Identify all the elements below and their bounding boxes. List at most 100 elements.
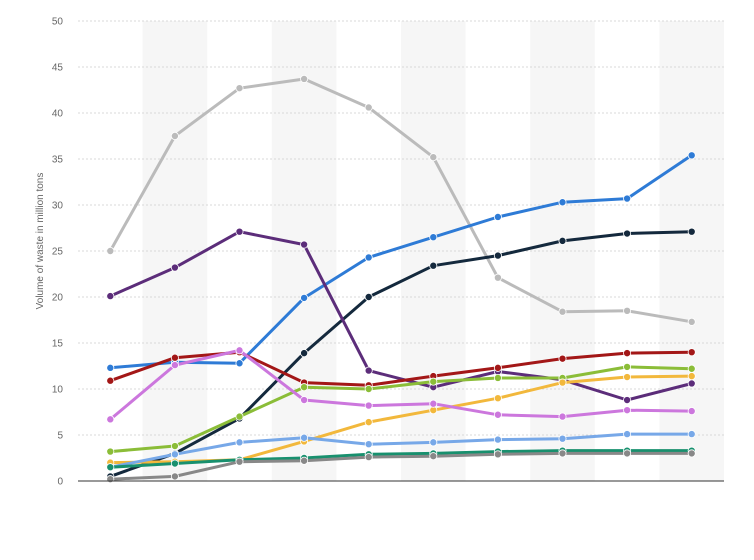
data-point[interactable] <box>170 442 179 451</box>
data-point[interactable] <box>623 449 632 458</box>
data-point[interactable] <box>364 292 373 301</box>
data-point[interactable] <box>235 359 244 368</box>
data-point[interactable] <box>558 354 567 363</box>
y-tick-label: 20 <box>52 293 64 304</box>
y-tick-label: 50 <box>52 17 64 28</box>
series-line <box>108 230 694 478</box>
data-point[interactable] <box>687 364 696 373</box>
data-point[interactable] <box>687 151 696 160</box>
data-point[interactable] <box>493 273 502 282</box>
y-tick-label: 40 <box>52 109 64 120</box>
data-point[interactable] <box>235 438 244 447</box>
data-point[interactable] <box>687 348 696 357</box>
data-point[interactable] <box>687 227 696 236</box>
data-point[interactable] <box>106 246 115 255</box>
data-point[interactable] <box>623 194 632 203</box>
y-axis-ticks: 0 5 10 15 20 25 30 35 40 45 50 <box>52 17 64 488</box>
data-point[interactable] <box>493 410 502 419</box>
series-line <box>108 348 694 421</box>
data-point[interactable] <box>300 396 309 405</box>
data-point[interactable] <box>493 212 502 221</box>
data-point[interactable] <box>106 292 115 301</box>
data-point[interactable] <box>170 450 179 459</box>
data-point[interactable] <box>364 453 373 462</box>
data-point[interactable] <box>623 229 632 238</box>
data-point[interactable] <box>235 457 244 466</box>
data-point[interactable] <box>170 361 179 370</box>
data-point[interactable] <box>364 103 373 112</box>
data-point[interactable] <box>106 447 115 456</box>
data-point[interactable] <box>429 377 438 386</box>
data-point[interactable] <box>493 450 502 459</box>
data-point[interactable] <box>235 412 244 421</box>
data-point[interactable] <box>623 430 632 439</box>
data-point[interactable] <box>364 384 373 393</box>
data-point[interactable] <box>106 463 115 472</box>
data-point[interactable] <box>300 456 309 465</box>
series-layer <box>106 74 696 484</box>
data-point[interactable] <box>300 349 309 358</box>
data-point[interactable] <box>429 261 438 270</box>
data-point[interactable] <box>623 373 632 382</box>
data-point[interactable] <box>429 438 438 447</box>
data-point[interactable] <box>170 263 179 272</box>
data-point[interactable] <box>687 379 696 388</box>
data-point[interactable] <box>623 406 632 415</box>
data-point[interactable] <box>170 459 179 468</box>
data-point[interactable] <box>429 452 438 461</box>
data-point[interactable] <box>364 401 373 410</box>
data-point[interactable] <box>300 433 309 442</box>
data-point[interactable] <box>106 475 115 484</box>
data-point[interactable] <box>558 378 567 387</box>
data-point[interactable] <box>558 236 567 245</box>
data-point[interactable] <box>687 317 696 326</box>
y-tick-label: 30 <box>52 201 64 212</box>
data-point[interactable] <box>687 449 696 458</box>
data-point[interactable] <box>300 383 309 392</box>
data-point[interactable] <box>623 349 632 358</box>
data-point[interactable] <box>106 415 115 424</box>
data-point[interactable] <box>558 449 567 458</box>
data-point[interactable] <box>364 253 373 262</box>
data-point[interactable] <box>429 399 438 408</box>
data-point[interactable] <box>687 372 696 381</box>
data-point[interactable] <box>300 293 309 302</box>
y-tick-label: 5 <box>57 431 63 442</box>
data-point[interactable] <box>429 233 438 242</box>
data-point[interactable] <box>364 366 373 375</box>
data-point[interactable] <box>623 362 632 371</box>
data-point[interactable] <box>493 435 502 444</box>
data-point[interactable] <box>300 74 309 83</box>
data-point[interactable] <box>558 307 567 316</box>
data-point[interactable] <box>558 434 567 443</box>
data-point[interactable] <box>493 373 502 382</box>
data-point[interactable] <box>364 440 373 449</box>
data-point[interactable] <box>170 353 179 362</box>
data-point[interactable] <box>623 306 632 315</box>
series-line <box>108 365 694 454</box>
data-point[interactable] <box>429 153 438 162</box>
data-point[interactable] <box>687 430 696 439</box>
data-point[interactable] <box>170 131 179 140</box>
data-point[interactable] <box>493 251 502 260</box>
series-line <box>108 230 694 402</box>
data-point[interactable] <box>235 346 244 355</box>
data-point[interactable] <box>300 240 309 249</box>
data-point[interactable] <box>558 198 567 207</box>
data-point[interactable] <box>235 227 244 236</box>
data-point[interactable] <box>623 396 632 405</box>
data-point[interactable] <box>493 363 502 372</box>
data-point[interactable] <box>170 472 179 481</box>
data-point[interactable] <box>687 407 696 416</box>
data-point[interactable] <box>493 394 502 403</box>
data-point[interactable] <box>106 376 115 385</box>
data-point[interactable] <box>364 418 373 427</box>
series-line <box>108 432 694 469</box>
data-point[interactable] <box>106 363 115 372</box>
series-line <box>108 153 694 370</box>
data-point[interactable] <box>235 84 244 93</box>
data-point[interactable] <box>558 412 567 421</box>
series-line <box>108 77 694 324</box>
